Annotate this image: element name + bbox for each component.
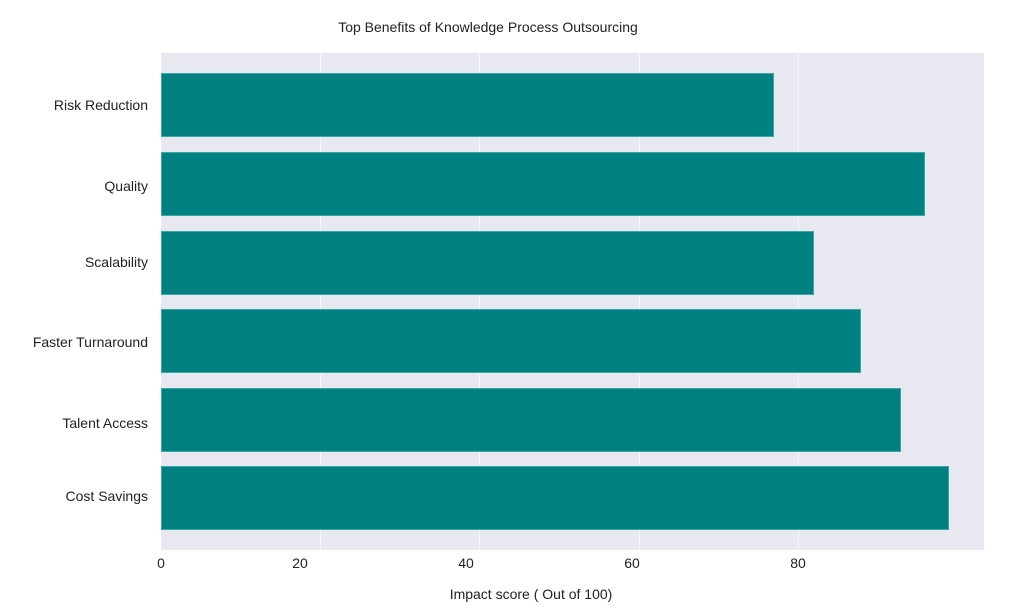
y-label-risk-reduction: Risk Reduction xyxy=(53,97,148,113)
plot-area xyxy=(161,53,984,550)
gridline-20 xyxy=(320,53,322,550)
gridline-60 xyxy=(638,53,640,550)
x-tick-60: 60 xyxy=(624,555,640,571)
gridline-40 xyxy=(479,53,481,550)
bar-risk-reduction xyxy=(161,73,774,137)
x-tick-80: 80 xyxy=(790,555,806,571)
y-label-quality: Quality xyxy=(104,178,148,194)
bar-talent-access xyxy=(161,388,902,452)
y-label-scalability: Scalability xyxy=(84,254,148,270)
y-label-cost-savings: Cost Savings xyxy=(65,488,148,504)
y-label-faster-turnaround: Faster Turnaround xyxy=(32,334,148,350)
bar-cost-savings xyxy=(161,466,949,530)
bar-faster-turnaround xyxy=(161,309,862,373)
y-label-talent-access: Talent Access xyxy=(62,415,148,431)
x-tick-20: 20 xyxy=(292,555,308,571)
bar-scalability xyxy=(161,231,814,295)
x-tick-0: 0 xyxy=(157,555,165,571)
x-axis-label: Impact score ( Out of 100) xyxy=(449,586,613,602)
bar-quality xyxy=(161,152,926,216)
gridline-80 xyxy=(797,53,799,550)
x-tick-40: 40 xyxy=(458,555,474,571)
chart-title: Top Benefits of Knowledge Process Outsou… xyxy=(338,19,638,35)
